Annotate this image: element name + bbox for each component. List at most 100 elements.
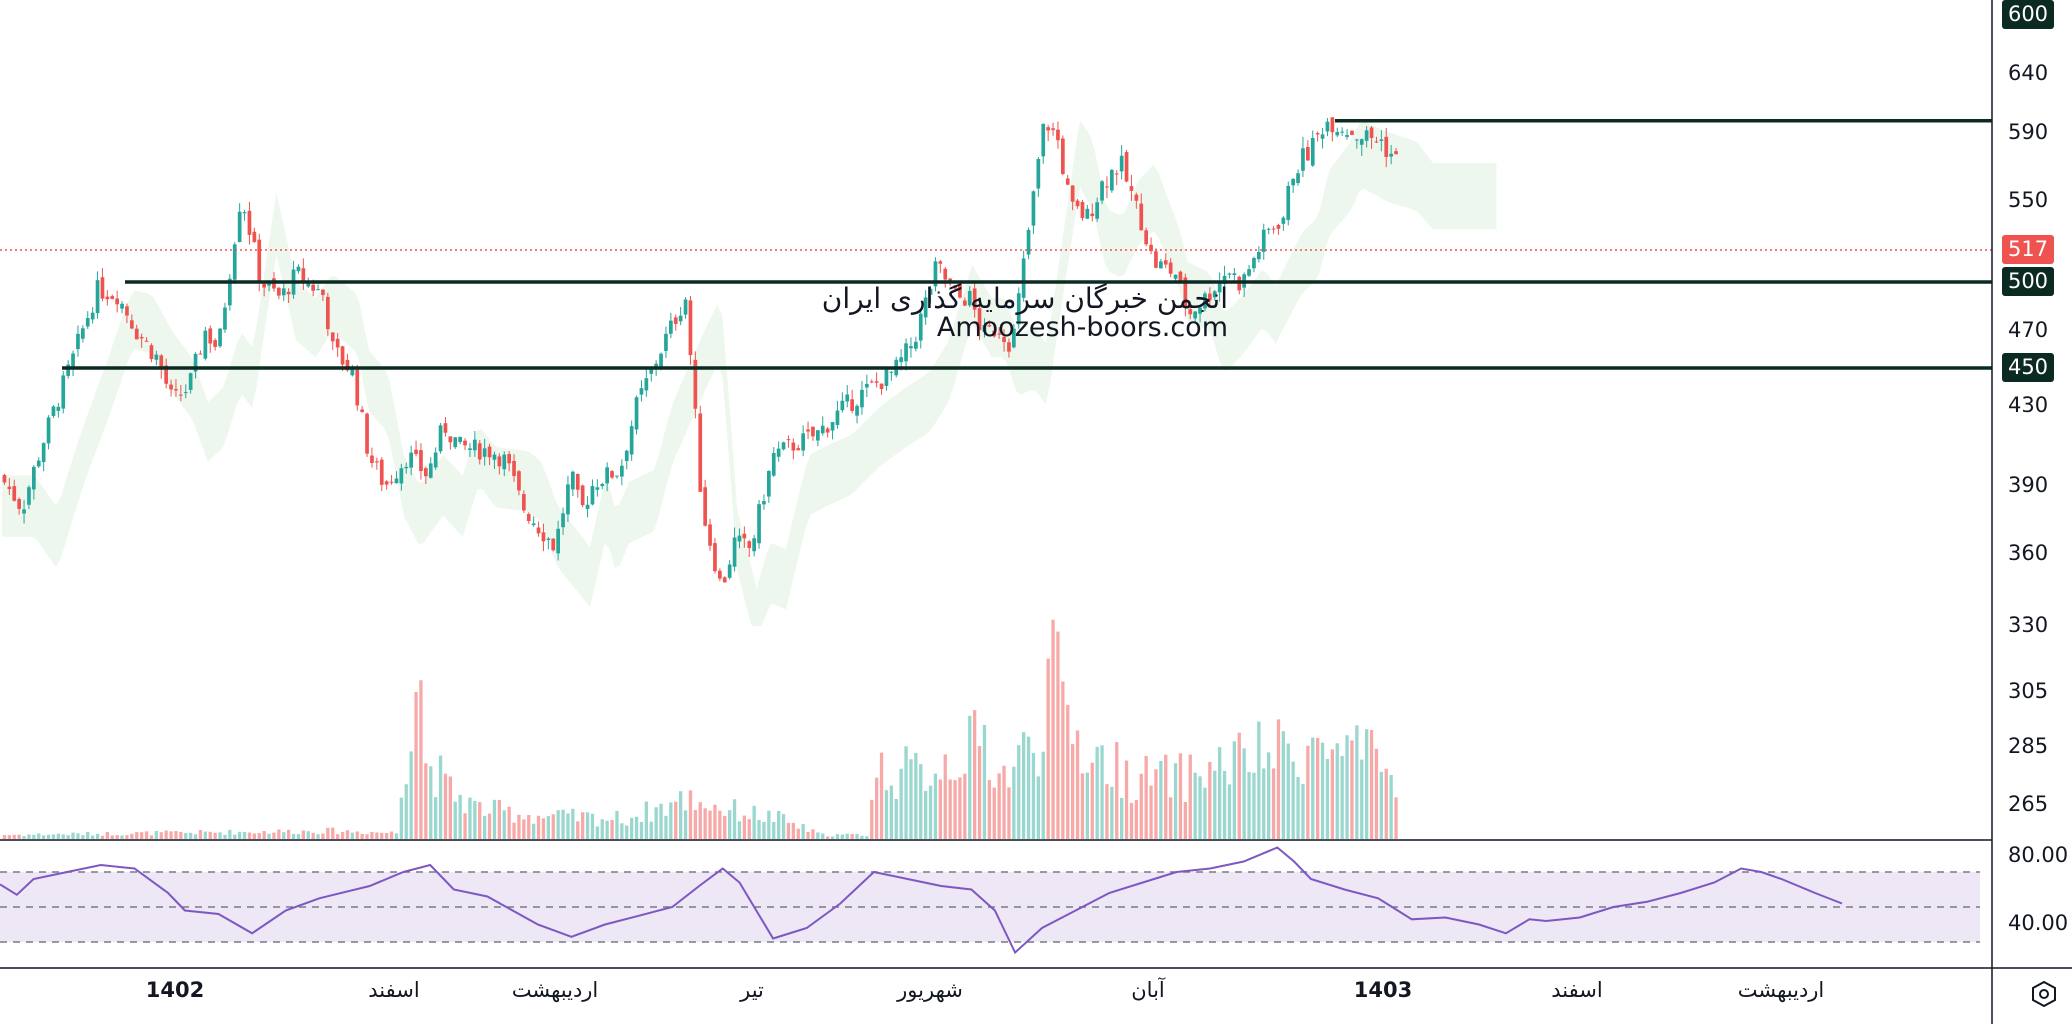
volume-bar (100, 835, 105, 839)
volume-bar (855, 834, 859, 839)
candle-body (624, 450, 629, 462)
price-tick-label: 265 (2008, 792, 2049, 816)
candle-body (198, 353, 203, 355)
volume-bar (1154, 769, 1158, 839)
candle-body (130, 320, 134, 329)
volume-bar (590, 813, 595, 839)
volume-bar (1071, 744, 1075, 839)
candle-body (350, 367, 355, 376)
candle-body (95, 280, 100, 314)
candle-body (904, 343, 908, 362)
candle-body (1173, 274, 1178, 279)
candle-body (512, 460, 516, 477)
volume-bar (2, 835, 7, 839)
volume-bar (1330, 749, 1334, 839)
volume-bar (826, 836, 830, 839)
volume-bar (203, 831, 207, 839)
volume-bar (801, 824, 805, 839)
volume-bar (953, 780, 957, 839)
candle-body (384, 481, 389, 485)
volume-bar (1281, 731, 1285, 839)
volume-bar (110, 835, 114, 839)
volume-bar (968, 715, 972, 839)
volume-bar (1291, 761, 1295, 839)
volume-bar (463, 813, 467, 839)
volume-bar (772, 821, 776, 839)
candle-body (546, 538, 551, 540)
volume-bar (571, 808, 575, 839)
candle-body (1154, 251, 1158, 268)
candle-body (355, 369, 360, 406)
volume-bar (806, 831, 810, 839)
volume-bar (1379, 771, 1383, 839)
volume-bar (585, 812, 590, 839)
volume-bar (865, 836, 869, 839)
candle-body (649, 368, 654, 374)
volume-bar (1286, 743, 1290, 839)
volume-bar (1115, 742, 1119, 839)
volume-bar (184, 832, 188, 839)
price-tag: 500 (2002, 267, 2054, 296)
candle-body (1330, 117, 1335, 133)
candle-body (326, 296, 330, 330)
candle-body (134, 328, 139, 340)
candle-body (379, 459, 384, 485)
volume-bar (1262, 768, 1266, 839)
candle-body (1340, 131, 1344, 133)
candle-body (443, 423, 448, 433)
candle-body (22, 509, 26, 514)
candle-body (492, 454, 497, 460)
volume-bar (473, 800, 477, 839)
candle-body (816, 430, 820, 441)
candle-body (585, 504, 590, 510)
volume-bar (620, 823, 624, 839)
candle-body (1301, 148, 1305, 171)
candle-body (1374, 141, 1379, 143)
candle-body (321, 289, 325, 296)
candle-body (786, 439, 791, 441)
candle-body (188, 373, 193, 390)
volume-bar (708, 810, 712, 839)
volume-bar (605, 820, 609, 839)
candle-body (1139, 203, 1144, 231)
candle-body (1134, 194, 1139, 201)
candle-body (1335, 132, 1340, 136)
candle-body (566, 484, 570, 515)
volume-bar (429, 766, 433, 839)
volume-bar (977, 746, 982, 839)
price-tick-label: 550 (2008, 188, 2049, 212)
volume-bar (1124, 760, 1129, 839)
volume-bar (786, 822, 791, 839)
candle-body (448, 436, 453, 443)
volume-bar (1242, 748, 1246, 839)
candle-body (884, 368, 889, 387)
volume-bar (336, 834, 340, 839)
candle-body (1310, 137, 1315, 166)
candle-body (90, 312, 95, 320)
volume-bar (683, 810, 688, 839)
candle-body (776, 448, 781, 457)
volume-bar (933, 773, 938, 839)
volume-bar (1237, 732, 1241, 839)
volume-bar (345, 830, 350, 839)
candle-body (693, 359, 698, 409)
volume-bar (767, 810, 771, 839)
volume-bar (66, 835, 70, 839)
volume-bar (272, 832, 276, 839)
candle-body (1345, 134, 1349, 137)
candle-body (428, 463, 433, 478)
settings-hexagon-icon[interactable] (2030, 980, 2058, 1008)
candle-body (1355, 139, 1359, 141)
volume-bar (1276, 719, 1281, 839)
volume-bar (350, 832, 354, 839)
candle-body (1056, 129, 1060, 141)
volume-bar (777, 810, 781, 839)
candle-body (918, 313, 923, 341)
volume-bar (487, 813, 492, 839)
volume-bar (443, 773, 448, 839)
volume-bar (468, 797, 472, 839)
candle-body (1188, 309, 1193, 315)
volume-bar (1311, 737, 1315, 839)
volume-bar (894, 799, 898, 839)
volume-bar (51, 834, 56, 839)
